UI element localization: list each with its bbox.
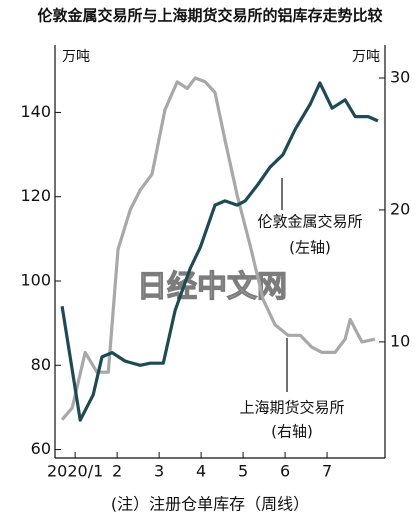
series-line [60,81,379,422]
annotation: (右轴) [271,423,313,441]
footnote: (注）注册仓单库存（周线） [111,495,309,514]
x-tick-label: 7 [322,462,332,481]
y-tick-label: 60 [31,439,51,458]
annotation: 伦敦金属交易所 [257,213,362,231]
x-tick-label: 5 [238,462,248,481]
x-tick-label: 6 [280,462,290,481]
y-tick-label: 100 [20,271,51,290]
y-tick-label: 140 [20,102,51,121]
y-tick-label: 120 [20,186,51,205]
y-tick-label: 80 [31,355,51,374]
x-tick-label: 2020/1 [47,462,103,481]
x-tick-label: 4 [196,462,206,481]
watermark: 日经中文网 [137,270,287,305]
annotation: (左轴) [289,239,331,257]
y2-tick-label: 20 [390,199,410,218]
x-tick-label: 2 [112,462,122,481]
y-unit: 万吨 [62,49,90,65]
y2-tick-label: 30 [390,67,410,86]
chart-title: 伦敦金属交易所与上海期货交易所的铝库存走势比较 [37,7,382,25]
x-tick-label: 3 [154,462,164,481]
annotation: 上海期货交易所 [239,399,344,417]
y2-tick-label: 10 [390,331,410,350]
series-line [60,76,376,421]
y2-unit: 万吨 [352,49,380,65]
